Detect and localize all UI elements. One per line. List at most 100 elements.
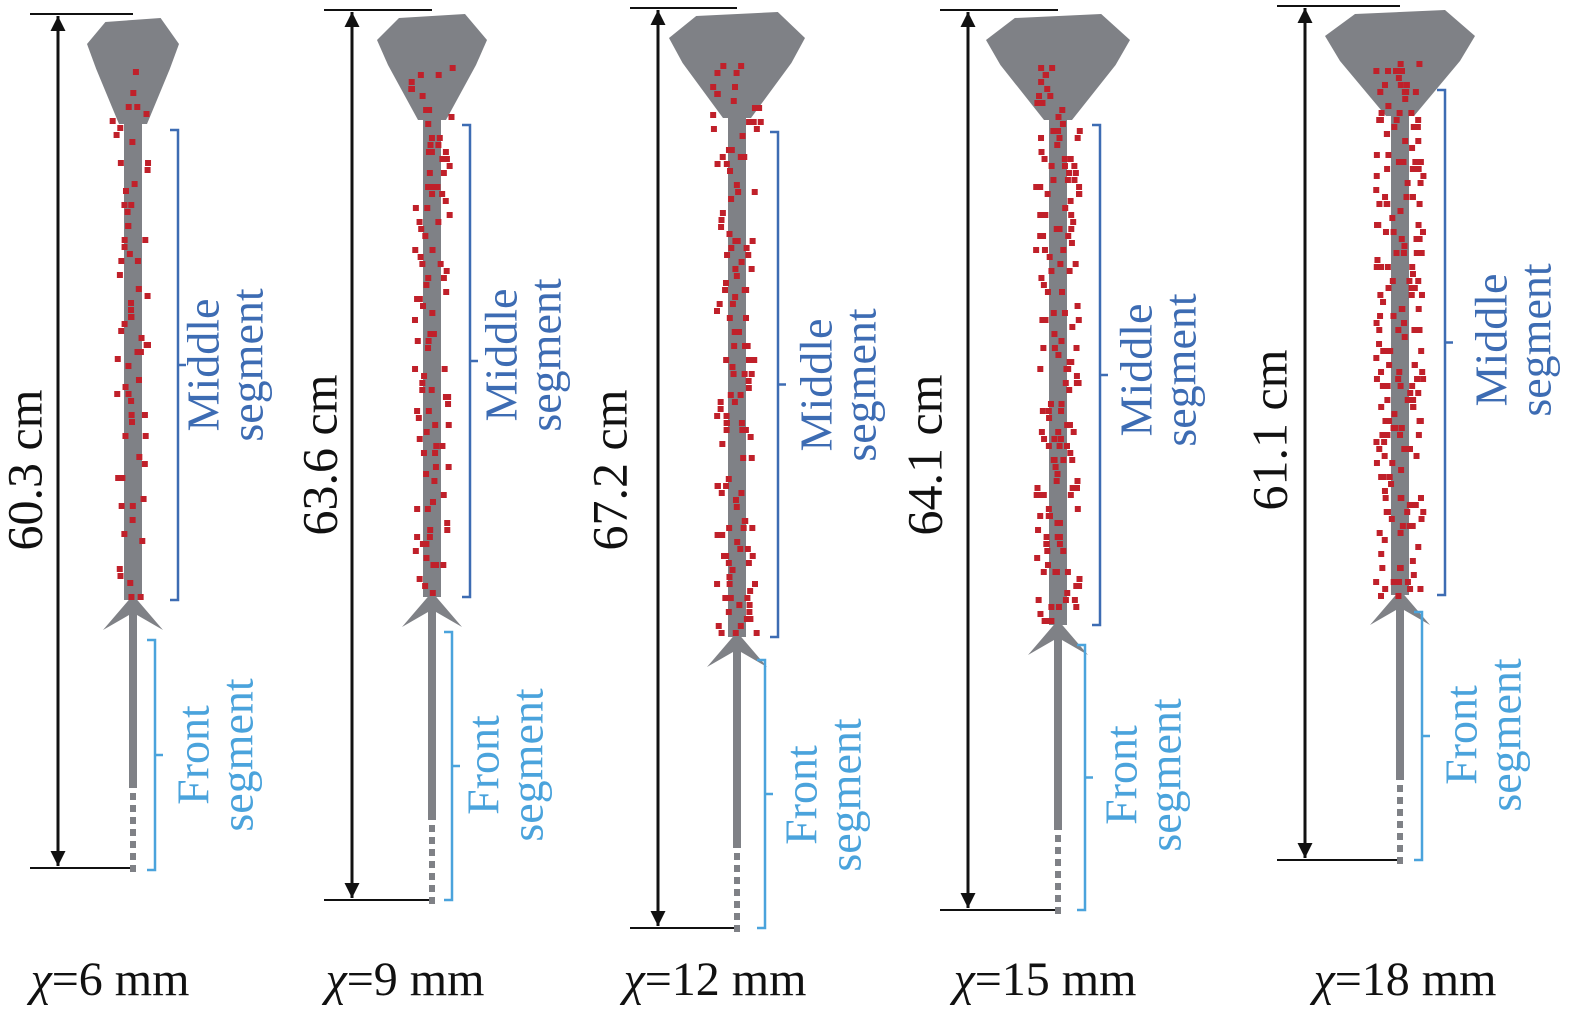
red-cell [1044, 86, 1051, 92]
red-cell [145, 160, 152, 166]
red-cell [412, 548, 419, 554]
red-cell [1067, 156, 1074, 162]
red-cell [1066, 268, 1073, 274]
red-cell [737, 154, 744, 160]
red-cell [1044, 289, 1051, 295]
red-cell [1384, 68, 1391, 74]
red-cell [1380, 299, 1387, 305]
red-cell [1056, 226, 1063, 232]
red-cell [427, 331, 434, 337]
red-cell [1420, 509, 1427, 515]
middle-segment-label: Middle [476, 289, 527, 422]
front-bracket [757, 658, 773, 930]
red-cell [1034, 485, 1041, 491]
red-cell [1047, 93, 1054, 99]
red-cell [740, 455, 747, 461]
front-segment-label: Front [1096, 725, 1147, 825]
red-cell [121, 531, 128, 537]
red-cell [724, 252, 731, 258]
red-cell [426, 170, 433, 176]
red-cell [1040, 282, 1047, 288]
red-cell [1418, 250, 1425, 256]
red-cell [1404, 579, 1411, 585]
red-cell [1042, 72, 1049, 78]
red-cell [135, 377, 142, 383]
red-cell [1373, 460, 1380, 466]
red-cell [1033, 492, 1040, 498]
red-cell [1389, 460, 1396, 466]
red-cell [725, 476, 732, 482]
red-cell [1068, 240, 1075, 246]
red-cell [751, 357, 758, 363]
red-cell [725, 147, 732, 153]
red-cell [716, 301, 723, 307]
red-cell [756, 105, 763, 111]
red-cell [1052, 464, 1059, 470]
red-cell [1376, 327, 1383, 333]
red-cell [1042, 317, 1049, 323]
red-cell [1390, 229, 1397, 235]
red-cell [1400, 320, 1407, 326]
jet-fragment [1055, 871, 1061, 878]
red-cell [1377, 292, 1384, 298]
red-cell [1398, 425, 1405, 431]
jet-head [669, 12, 805, 118]
red-cell [113, 132, 120, 138]
red-cell [727, 595, 734, 601]
red-cell [444, 527, 451, 533]
red-cell [745, 385, 752, 391]
caption-symbol: χ [1310, 953, 1337, 1006]
red-cell [1404, 509, 1411, 515]
red-cell [1410, 124, 1417, 130]
red-cell [1034, 100, 1041, 106]
jet-fragment [734, 853, 740, 860]
red-cell [749, 238, 756, 244]
red-cell [1044, 191, 1051, 197]
red-cell [1037, 611, 1044, 617]
red-cell [1385, 285, 1392, 291]
red-cell [436, 135, 443, 141]
red-cell [738, 490, 745, 496]
red-cell [440, 170, 447, 176]
red-cell [421, 373, 428, 379]
red-cell [142, 237, 149, 243]
red-cell [1051, 457, 1058, 463]
red-cell [139, 538, 146, 544]
red-cell [1069, 457, 1076, 463]
red-cell [719, 210, 726, 216]
red-cell [1417, 586, 1424, 592]
red-cell [741, 518, 748, 524]
red-cell [725, 560, 732, 566]
red-cell [1419, 369, 1426, 375]
red-cell [1418, 516, 1425, 522]
red-cell [416, 296, 423, 302]
middle-bracket [462, 123, 478, 599]
red-cell [131, 181, 138, 187]
red-cell [1382, 418, 1389, 424]
red-cell [710, 126, 717, 132]
red-cell [731, 343, 738, 349]
red-cell [741, 371, 748, 377]
red-cell [746, 119, 753, 125]
red-cell [748, 455, 755, 461]
red-cell [449, 65, 456, 71]
red-cell [714, 532, 721, 538]
red-cell [1373, 320, 1380, 326]
red-cell [417, 72, 424, 78]
middle-bracket [1437, 88, 1453, 597]
red-cell [137, 594, 144, 600]
red-cell [432, 422, 439, 428]
jet-body [423, 110, 441, 597]
red-cell [432, 450, 439, 456]
red-cell [1373, 173, 1380, 179]
red-cell [1073, 485, 1080, 491]
red-cell [114, 356, 121, 362]
red-cell [444, 520, 451, 526]
red-cell [125, 363, 132, 369]
red-cell [428, 387, 435, 393]
red-cell [714, 70, 721, 76]
red-cell [1048, 618, 1055, 624]
red-cell [744, 595, 751, 601]
red-cell [1395, 159, 1402, 165]
